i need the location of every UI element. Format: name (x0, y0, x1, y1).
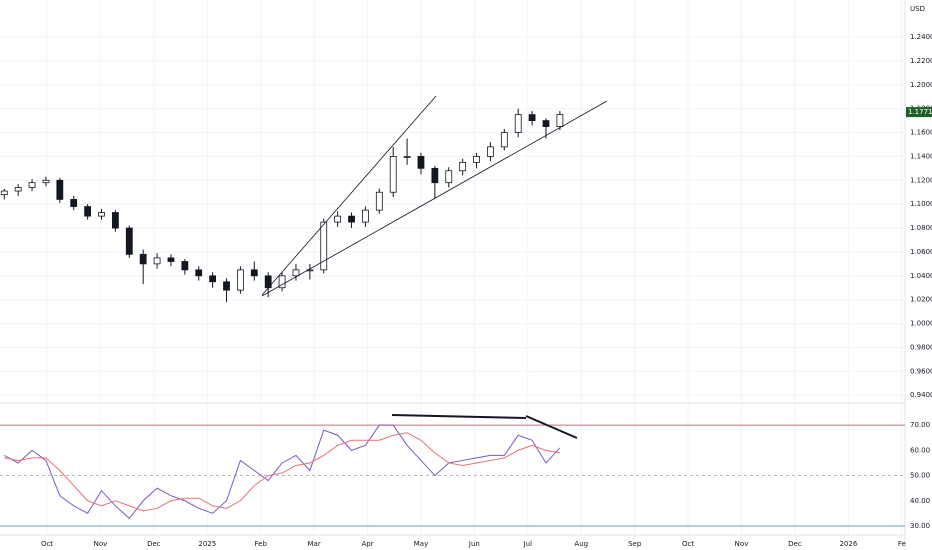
x-tick-label: May (414, 540, 428, 548)
candle-body (98, 212, 105, 217)
x-tick-label: Jun (468, 540, 480, 548)
candle-body (42, 179, 50, 184)
y-tick-label: 60.00 (910, 446, 930, 454)
candle-body (0, 190, 8, 196)
candle-body (320, 221, 328, 271)
rsi-line (4, 424, 561, 520)
candle-body (528, 114, 536, 121)
y-tick-label: 1.12000 (910, 176, 932, 184)
candle-body (473, 156, 480, 163)
x-tick-label: Oct (41, 540, 53, 548)
rsi-line (4, 432, 560, 512)
x-tick-label: 2025 (198, 540, 216, 548)
candle-body (181, 261, 189, 271)
currency-label: USD (910, 5, 925, 13)
candle-body (153, 257, 161, 265)
y-tick-label: 1.16000 (910, 129, 932, 137)
last-price-box (906, 107, 932, 118)
x-tick-label: Nov (735, 540, 749, 548)
candle-body (209, 275, 217, 283)
y-tick-label: 1.08000 (910, 224, 932, 232)
divergence-line (525, 415, 578, 439)
trend-line (261, 95, 437, 296)
x-tick-label: Oct (682, 540, 694, 548)
x-tick-label: Apr (361, 540, 373, 548)
divergence-line (391, 414, 527, 419)
candle-body (556, 114, 564, 127)
candle-body (125, 227, 133, 255)
candle-body (292, 269, 300, 277)
candle-body (195, 269, 203, 277)
candle-body (417, 156, 425, 169)
y-tick-label: 70.00 (910, 421, 930, 429)
candle-body (167, 257, 175, 262)
x-tick-label: Dec (788, 540, 802, 548)
y-tick-label: 1.04000 (910, 272, 932, 280)
y-tick-label: 0.98000 (910, 343, 932, 351)
x-tick-label: Fe (898, 540, 906, 548)
candle-body (445, 170, 453, 184)
x-tick-label: Sep (628, 540, 642, 548)
candle-body (28, 182, 36, 188)
y-tick-label: 1.10000 (910, 200, 932, 208)
candle-body (84, 206, 92, 217)
y-tick-label: 0.96000 (910, 367, 932, 375)
candle-body (348, 215, 355, 223)
y-tick-label: 1.22000 (910, 57, 932, 65)
candle-body (431, 167, 439, 184)
y-tick-label: 50.00 (910, 472, 930, 480)
y-tick-label: 0.94000 (910, 391, 932, 399)
candle-body (514, 114, 522, 133)
last-price-label: 1.17712 (908, 108, 932, 116)
x-tick-label: 2026 (839, 540, 857, 548)
candle-body (403, 156, 411, 158)
y-tick-label: 40.00 (910, 497, 930, 505)
candle-body (500, 132, 508, 148)
candle-body (487, 146, 494, 157)
candle-body (362, 209, 369, 223)
candle-body (334, 215, 342, 223)
candle-body (237, 269, 244, 291)
x-tick-label: Dec (147, 540, 161, 548)
x-tick-label: Feb (255, 540, 268, 548)
y-tick-label: 1.06000 (910, 248, 932, 256)
x-tick-label: Jul (523, 540, 533, 548)
y-tick-label: 1.14000 (910, 152, 932, 160)
candle-body (70, 199, 78, 207)
trend-line (261, 100, 608, 297)
candle-body (459, 161, 467, 172)
y-tick-label: 1.20000 (910, 81, 932, 89)
candle-body (56, 179, 64, 200)
candle-body (223, 281, 230, 291)
candle-body (250, 269, 258, 277)
y-tick-label: 30.00 (910, 522, 930, 530)
x-tick-label: Mar (308, 540, 321, 548)
candle-body (375, 191, 383, 211)
x-tick-label: Nov (94, 540, 108, 548)
candle-body (14, 187, 22, 192)
y-tick-label: 1.24000 (910, 33, 932, 41)
y-tick-label: 1.00000 (910, 320, 932, 328)
x-tick-label: Aug (574, 540, 588, 548)
candle-body (278, 275, 286, 289)
candle-body (389, 156, 397, 193)
candle-body (139, 253, 147, 265)
candle-body (111, 212, 119, 229)
candle-body (542, 120, 550, 127)
y-tick-label: 1.02000 (910, 296, 932, 304)
